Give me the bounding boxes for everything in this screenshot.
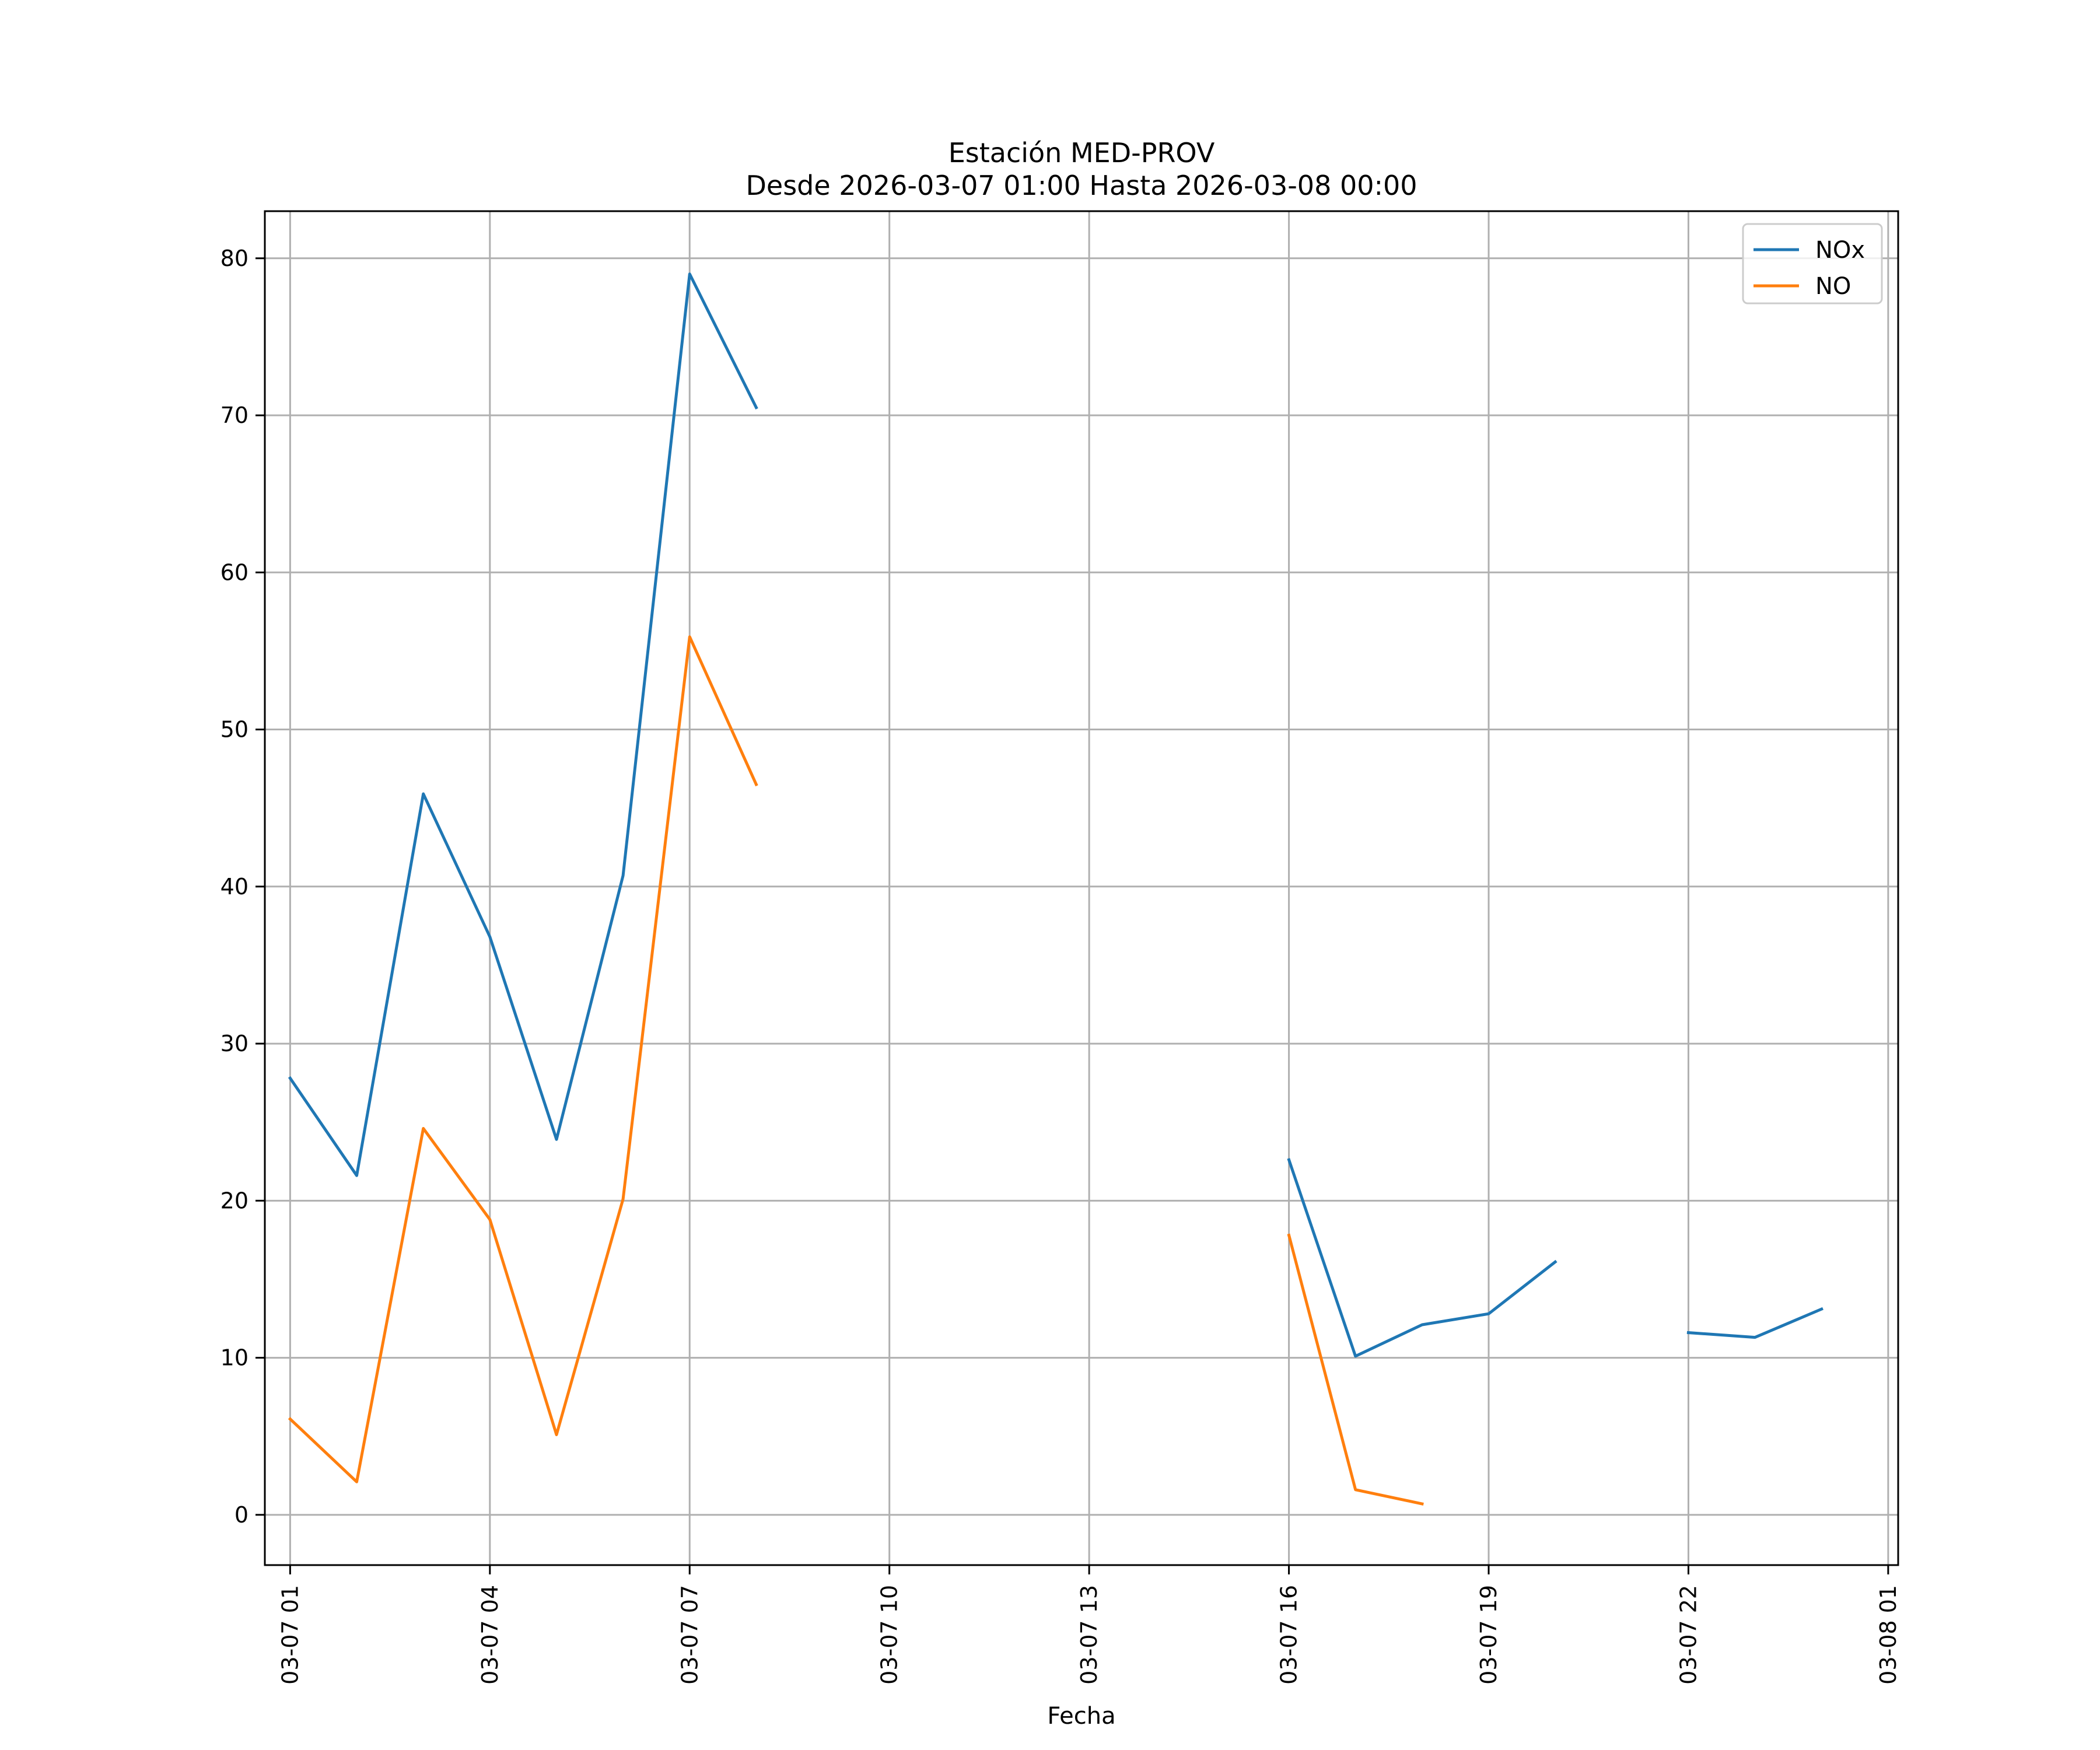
grid-lines <box>265 211 1898 1565</box>
series-line-nox <box>1686 1307 1824 1339</box>
y-tick-label: 20 <box>220 1188 249 1213</box>
y-tick-label: 50 <box>220 717 249 743</box>
legend-box <box>1742 223 1883 304</box>
x-tick-label: 03-07 04 <box>477 1585 503 1685</box>
x-tick-label: 03-07 16 <box>1276 1585 1302 1685</box>
y-tick-label: 0 <box>235 1502 249 1528</box>
x-tick-label: 03-08 01 <box>1875 1585 1901 1685</box>
series-lines <box>288 272 1824 1506</box>
x-axis-label: Fecha <box>1047 1703 1115 1730</box>
x-tick-label: 03-07 22 <box>1675 1585 1701 1685</box>
legend-label-no: NO <box>1815 273 1851 300</box>
series-line-no <box>1287 1233 1424 1506</box>
chart-subtitle: Desde 2026-03-07 01:00 Hasta 2026-03-08 … <box>746 170 1417 201</box>
series-nox <box>288 272 1824 1358</box>
x-axis: 03-07 01 03-07 04 03-07 07 03-07 10 03-07 13… <box>277 1565 1901 1685</box>
x-tick-label: 03-07 07 <box>677 1585 702 1685</box>
legend-label-nox: NOx <box>1815 237 1865 264</box>
x-tick-label: 03-07 13 <box>1076 1585 1102 1685</box>
series-no <box>288 635 1424 1506</box>
chart-title: Estación MED-PROV <box>949 137 1215 169</box>
series-line-nox <box>1287 1158 1558 1358</box>
y-tick-label: 40 <box>220 874 249 900</box>
x-tick-label: 03-07 10 <box>877 1585 902 1685</box>
y-axis: 0 10 20 30 40 50 60 70 80 <box>220 246 265 1528</box>
y-tick-label: 10 <box>220 1345 249 1371</box>
y-tick-label: 30 <box>220 1031 249 1056</box>
legend: NOx NO <box>1742 223 1883 304</box>
x-tick-label: 03-07 19 <box>1476 1585 1502 1685</box>
plot-area-frame <box>264 210 1899 1566</box>
series-line-nox <box>288 272 758 1177</box>
y-tick-label: 80 <box>220 246 249 271</box>
x-tick-label: 03-07 01 <box>277 1585 303 1685</box>
series-line-no <box>288 635 758 1483</box>
y-tick-label: 70 <box>220 402 249 428</box>
y-tick-label: 60 <box>220 559 249 585</box>
